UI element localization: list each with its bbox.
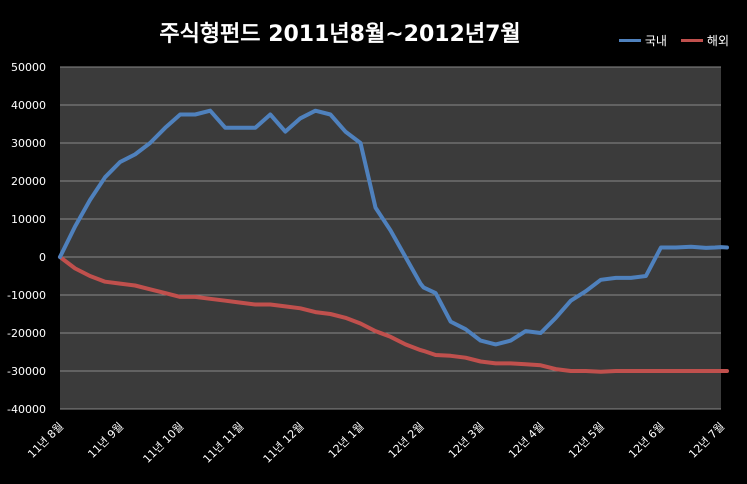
- y-axis: 50000 40000 30000 20000 10000 0 -10000 -20000 -3…: [7, 61, 46, 416]
- series: [58, 108, 729, 374]
- y-tick-label: 0: [39, 251, 46, 264]
- x-tick-label: 12년 1월: [326, 420, 367, 461]
- y-tick-label: 50000: [11, 61, 46, 74]
- y-tick-label: 20000: [11, 175, 46, 188]
- y-tick-label: 10000: [11, 213, 46, 226]
- plot-area-background: [60, 67, 721, 409]
- legend-swatch-overseas: [680, 39, 703, 42]
- x-axis: 11년 8월 11년 9월 11년 10월 11년 11월 11년 12월 12년 1월 1…: [25, 420, 727, 466]
- x-tick-label: 11년 8월: [25, 420, 66, 461]
- legend-label-domestic: 국내: [644, 34, 667, 48]
- x-tick-label: 12년 5월: [566, 420, 607, 461]
- x-tick-label: 12년 2월: [386, 420, 427, 461]
- x-tick-label: 12년 6월: [626, 420, 667, 461]
- y-tick-label: 30000: [11, 137, 46, 150]
- y-tick-label: -30000: [7, 365, 46, 378]
- x-tick-label: 11년 10월: [141, 420, 187, 466]
- legend-label-overseas: 해외: [706, 34, 729, 48]
- series-line-overseas: [58, 255, 729, 374]
- y-tick-label: -10000: [7, 289, 46, 302]
- legend-item-overseas: 해외: [680, 32, 729, 49]
- y-tick-label: -20000: [7, 327, 46, 340]
- y-tick-label: -40000: [7, 403, 46, 416]
- x-tick-label: 12년 4월: [506, 420, 547, 461]
- series-line-domestic: [58, 108, 729, 347]
- chart-title: 주식형펀드 2011년8월~2012년7월: [159, 22, 521, 47]
- x-tick-label: 11년 12월: [261, 420, 307, 466]
- legend-swatch-domestic: [618, 39, 641, 42]
- y-tick-label: 40000: [11, 99, 46, 112]
- x-tick-label: 12년 7월: [686, 420, 727, 461]
- x-tick-label: 12년 3월: [446, 420, 487, 461]
- x-tick-label: 11년 11월: [201, 420, 247, 466]
- legend-item-domestic: 국내: [618, 32, 667, 49]
- x-tick-label: 11년 9월: [85, 420, 126, 461]
- legend: 국내 해외: [618, 32, 729, 49]
